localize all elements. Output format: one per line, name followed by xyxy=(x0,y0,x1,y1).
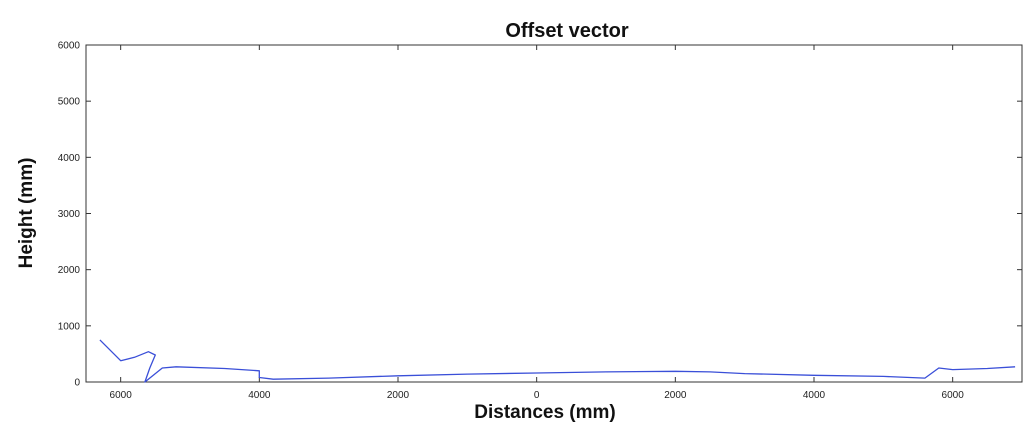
y-tick-label: 2000 xyxy=(58,265,81,276)
y-tick-label: 1000 xyxy=(58,321,81,332)
x-tick-label: 4000 xyxy=(248,390,271,401)
series-group xyxy=(99,339,1016,383)
y-axis-ticks: 0 1000 2000 3000 4000 5000 6000 xyxy=(58,41,1022,389)
y-tick-label: 5000 xyxy=(58,97,81,108)
chart-title: Offset vector xyxy=(505,20,629,42)
plot-frame xyxy=(85,44,1023,383)
y-tick-label: 3000 xyxy=(58,209,81,220)
x-tick-label: 4000 xyxy=(803,390,826,401)
y-tick-label: 4000 xyxy=(58,153,81,164)
y-axis-label: Height (mm) xyxy=(16,158,37,269)
x-tick-label: 0 xyxy=(534,390,540,401)
x-tick-label: 6000 xyxy=(942,390,965,401)
x-tick-label: 2000 xyxy=(664,390,687,401)
y-tick-label: 0 xyxy=(74,378,80,389)
plot-area: 6000 4000 2000 0 2000 4000 6000 0 1000 2000 3000 4… xyxy=(58,41,1023,401)
x-axis-label: Distances (mm) xyxy=(474,402,616,423)
x-tick-label: 6000 xyxy=(110,390,133,401)
series-line xyxy=(99,339,1016,383)
x-axis-ticks: 6000 4000 2000 0 2000 4000 6000 xyxy=(110,45,965,401)
x-tick-label: 2000 xyxy=(387,390,410,401)
y-tick-label: 6000 xyxy=(58,41,81,52)
